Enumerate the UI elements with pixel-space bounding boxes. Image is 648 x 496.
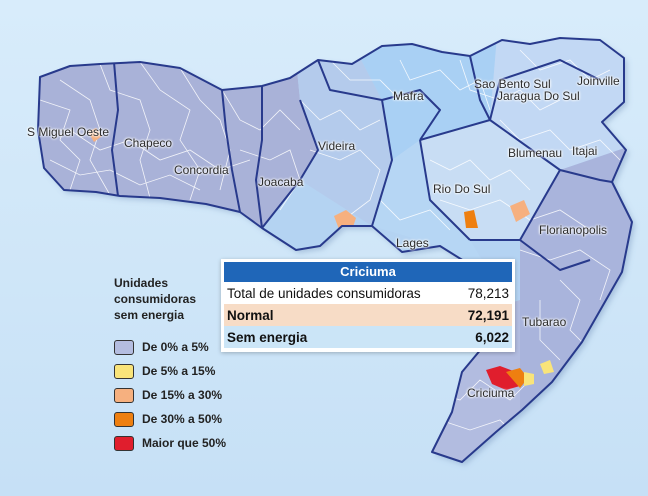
legend-label: De 30% a 50% <box>142 412 223 426</box>
legend-item: De 15% a 30% <box>114 383 226 407</box>
legend-item: De 30% a 50% <box>114 407 226 431</box>
legend-title-line: sem energia <box>114 308 185 322</box>
popup-row-label: Total de unidades consumidoras <box>227 285 421 301</box>
legend-swatch-0-5 <box>114 339 134 355</box>
city-label-rio-do-sul: Rio Do Sul <box>433 182 491 196</box>
popup-row-label: Sem energia <box>227 329 308 345</box>
legend-title-line: consumidoras <box>114 292 197 306</box>
legend: Unidades consumidoras sem energia De 0% … <box>114 275 226 455</box>
municipality-mid <box>524 372 534 386</box>
popup-row-value: 78,213 <box>467 285 509 301</box>
city-label-s-miguel-oeste: S Miguel Oeste <box>27 125 110 139</box>
popup-row-value: 6,022 <box>475 329 509 345</box>
municipality-very-high <box>506 368 528 388</box>
city-label-tubarao: Tubarao <box>522 315 567 329</box>
city-label-mafra: Mafra <box>393 89 424 103</box>
city-label-joacaba: Joacaba <box>258 175 304 189</box>
city-label-jaragua-do-sul: Jaragua Do Sul <box>497 89 580 103</box>
city-label-itajai: Itajai <box>572 144 598 158</box>
municipality-high <box>88 128 102 142</box>
city-label-florianopolis: Florianopolis <box>539 223 608 237</box>
legend-swatch-5-15 <box>114 363 134 379</box>
legend-swatch-over-50 <box>114 435 134 451</box>
city-label-videira: Videira <box>318 139 356 153</box>
municipality-very-high <box>464 210 478 228</box>
popup-row-total: Total de unidades consumidoras 78,213 <box>224 282 512 304</box>
city-label-blumenau: Blumenau <box>508 146 563 160</box>
municipality-mid <box>540 360 554 374</box>
region-lages <box>372 140 500 290</box>
legend-label: De 0% a 5% <box>142 340 209 354</box>
legend-label: De 5% a 15% <box>142 364 216 378</box>
legend-title: Unidades consumidoras sem energia <box>114 275 226 323</box>
city-label-concordia: Concordia <box>174 163 229 177</box>
city-label-sao-bento-sul: Sao Bento Sul <box>474 77 551 91</box>
legend-swatch-30-50 <box>114 411 134 427</box>
legend-item: Maior que 50% <box>114 431 226 455</box>
municipality-high <box>510 200 530 222</box>
legend-swatch-15-30 <box>114 387 134 403</box>
legend-item: De 0% a 5% <box>114 335 226 359</box>
municipality-mid <box>346 236 362 256</box>
legend-item: De 5% a 15% <box>114 359 226 383</box>
popup-row-value: 72,191 <box>467 307 509 323</box>
popup-row-sem-energia: Sem energia 6,022 <box>224 326 512 348</box>
legend-title-line: Unidades <box>114 276 169 290</box>
city-label-lages: Lages <box>396 236 429 250</box>
info-popup: Criciuma Total de unidades consumidoras … <box>221 259 515 352</box>
popup-row-label: Normal <box>227 307 274 323</box>
popup-row-normal: Normal 72,191 <box>224 304 512 326</box>
city-label-criciuma: Criciuma <box>467 386 515 400</box>
popup-title: Criciuma <box>224 262 512 282</box>
legend-label: Maior que 50% <box>142 436 227 450</box>
city-label-chapeco: Chapeco <box>124 136 173 150</box>
city-label-joinville: Joinville <box>577 74 620 88</box>
legend-label: De 15% a 30% <box>142 388 223 402</box>
